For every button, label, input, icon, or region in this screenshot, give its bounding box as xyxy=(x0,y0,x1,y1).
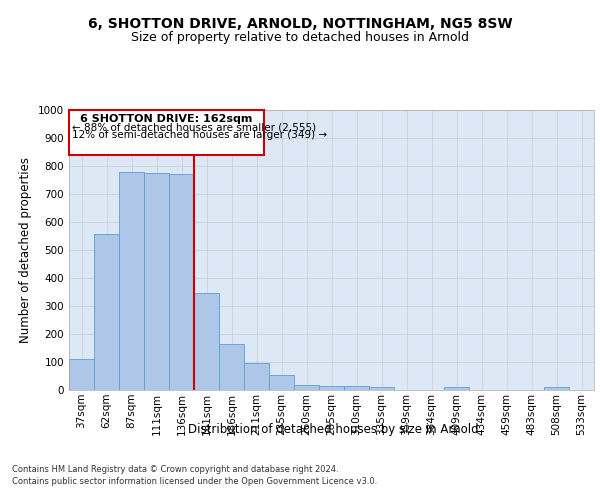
Bar xyxy=(144,173,169,390)
Text: ← 88% of detached houses are smaller (2,555): ← 88% of detached houses are smaller (2,… xyxy=(71,122,316,132)
Text: Contains HM Land Registry data © Crown copyright and database right 2024.: Contains HM Land Registry data © Crown c… xyxy=(12,465,338,474)
Bar xyxy=(544,388,569,390)
Bar xyxy=(244,362,269,390)
Text: Distribution of detached houses by size in Arnold: Distribution of detached houses by size … xyxy=(188,422,478,436)
Bar xyxy=(194,294,219,390)
Text: 12% of semi-detached houses are larger (349) →: 12% of semi-detached houses are larger (… xyxy=(71,130,326,140)
Bar xyxy=(269,375,294,390)
Bar xyxy=(294,385,319,390)
Bar xyxy=(119,172,144,390)
Text: 6, SHOTTON DRIVE, ARNOLD, NOTTINGHAM, NG5 8SW: 6, SHOTTON DRIVE, ARNOLD, NOTTINGHAM, NG… xyxy=(88,18,512,32)
FancyBboxPatch shape xyxy=(69,110,264,155)
Text: 6 SHOTTON DRIVE: 162sqm: 6 SHOTTON DRIVE: 162sqm xyxy=(80,114,253,124)
Text: Size of property relative to detached houses in Arnold: Size of property relative to detached ho… xyxy=(131,31,469,44)
Bar xyxy=(319,386,344,390)
Bar xyxy=(219,344,244,390)
Bar xyxy=(344,386,369,390)
Y-axis label: Number of detached properties: Number of detached properties xyxy=(19,157,32,343)
Bar xyxy=(94,234,119,390)
Text: Contains public sector information licensed under the Open Government Licence v3: Contains public sector information licen… xyxy=(12,477,377,486)
Bar xyxy=(369,387,394,390)
Bar xyxy=(69,358,94,390)
Bar xyxy=(169,174,194,390)
Bar xyxy=(444,388,469,390)
